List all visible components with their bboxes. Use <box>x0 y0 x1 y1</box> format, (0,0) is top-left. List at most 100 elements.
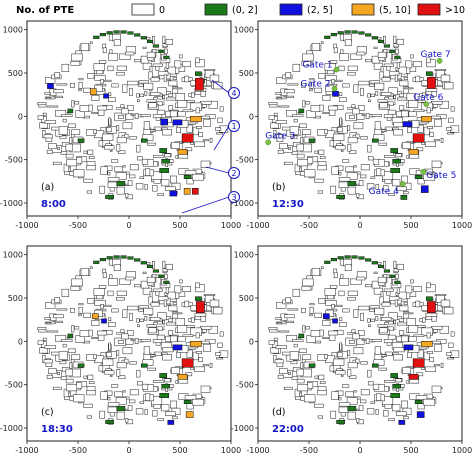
building <box>155 117 161 121</box>
building-colored <box>358 256 365 260</box>
building <box>372 383 380 390</box>
building <box>381 129 386 132</box>
building <box>70 307 75 313</box>
building <box>314 150 319 154</box>
building <box>333 358 345 366</box>
building <box>202 364 209 367</box>
building <box>381 302 391 307</box>
building <box>144 91 148 96</box>
building <box>408 100 419 108</box>
building <box>333 47 338 54</box>
building <box>356 193 360 198</box>
building <box>339 97 347 102</box>
building <box>107 177 120 182</box>
building <box>118 115 124 119</box>
building <box>157 193 164 196</box>
building <box>219 331 224 337</box>
building <box>426 59 436 68</box>
building-colored <box>414 400 423 404</box>
building <box>116 65 127 71</box>
building <box>136 318 140 323</box>
building <box>384 380 396 383</box>
building <box>279 368 288 374</box>
building <box>410 279 414 284</box>
building-colored <box>161 383 171 389</box>
building <box>164 378 171 383</box>
building-colored <box>177 374 188 380</box>
building <box>97 330 108 336</box>
building <box>70 286 81 291</box>
building-colored <box>426 71 433 76</box>
building <box>114 391 123 398</box>
building-colored <box>426 296 433 301</box>
building <box>270 122 279 129</box>
building <box>195 332 200 339</box>
building <box>116 186 125 195</box>
building <box>305 326 311 330</box>
building <box>69 137 73 144</box>
building <box>209 299 220 307</box>
building <box>168 305 178 312</box>
building <box>347 144 352 152</box>
building <box>377 324 388 328</box>
y-tick-label: 500 <box>8 69 23 78</box>
building <box>152 260 155 269</box>
building <box>347 72 356 76</box>
building <box>142 134 154 141</box>
building <box>440 299 451 307</box>
building <box>320 41 324 44</box>
building <box>286 110 298 117</box>
building <box>200 160 211 168</box>
x-tick-label: 500 <box>172 446 187 455</box>
building <box>317 161 327 166</box>
callout-circle <box>228 167 240 179</box>
building <box>122 84 128 93</box>
building <box>427 126 433 129</box>
building <box>143 82 154 90</box>
building <box>331 303 335 309</box>
building <box>155 342 161 346</box>
building <box>413 109 425 113</box>
building <box>395 48 399 55</box>
building <box>195 59 205 68</box>
callout-number: 4 <box>231 89 236 98</box>
building-colored <box>403 344 414 351</box>
building <box>194 141 205 147</box>
building <box>309 81 314 89</box>
building <box>127 80 139 86</box>
building <box>288 371 291 375</box>
building <box>79 105 90 112</box>
building <box>290 360 298 365</box>
building <box>135 408 144 415</box>
building <box>440 362 444 368</box>
building <box>317 415 324 419</box>
building-colored <box>323 313 330 320</box>
building <box>116 137 127 144</box>
gate-label: Gate 1 <box>302 61 332 71</box>
building-colored <box>103 93 109 99</box>
panel-time: 12:30 <box>272 199 304 210</box>
building <box>417 124 424 133</box>
building <box>100 303 104 309</box>
building <box>65 368 73 377</box>
building <box>338 290 345 297</box>
building <box>286 335 298 342</box>
building <box>136 156 143 161</box>
building <box>89 41 93 44</box>
building <box>174 285 182 294</box>
building <box>111 83 119 88</box>
building <box>425 141 436 147</box>
building <box>105 368 112 371</box>
building <box>46 97 52 100</box>
x-tick-label: -500 <box>300 446 318 455</box>
building <box>338 65 345 72</box>
building <box>71 53 83 62</box>
building <box>338 177 351 182</box>
building <box>188 93 192 97</box>
building <box>192 126 199 136</box>
building-colored <box>394 55 401 59</box>
building <box>367 318 371 323</box>
building-colored <box>159 168 170 173</box>
building <box>360 399 367 404</box>
